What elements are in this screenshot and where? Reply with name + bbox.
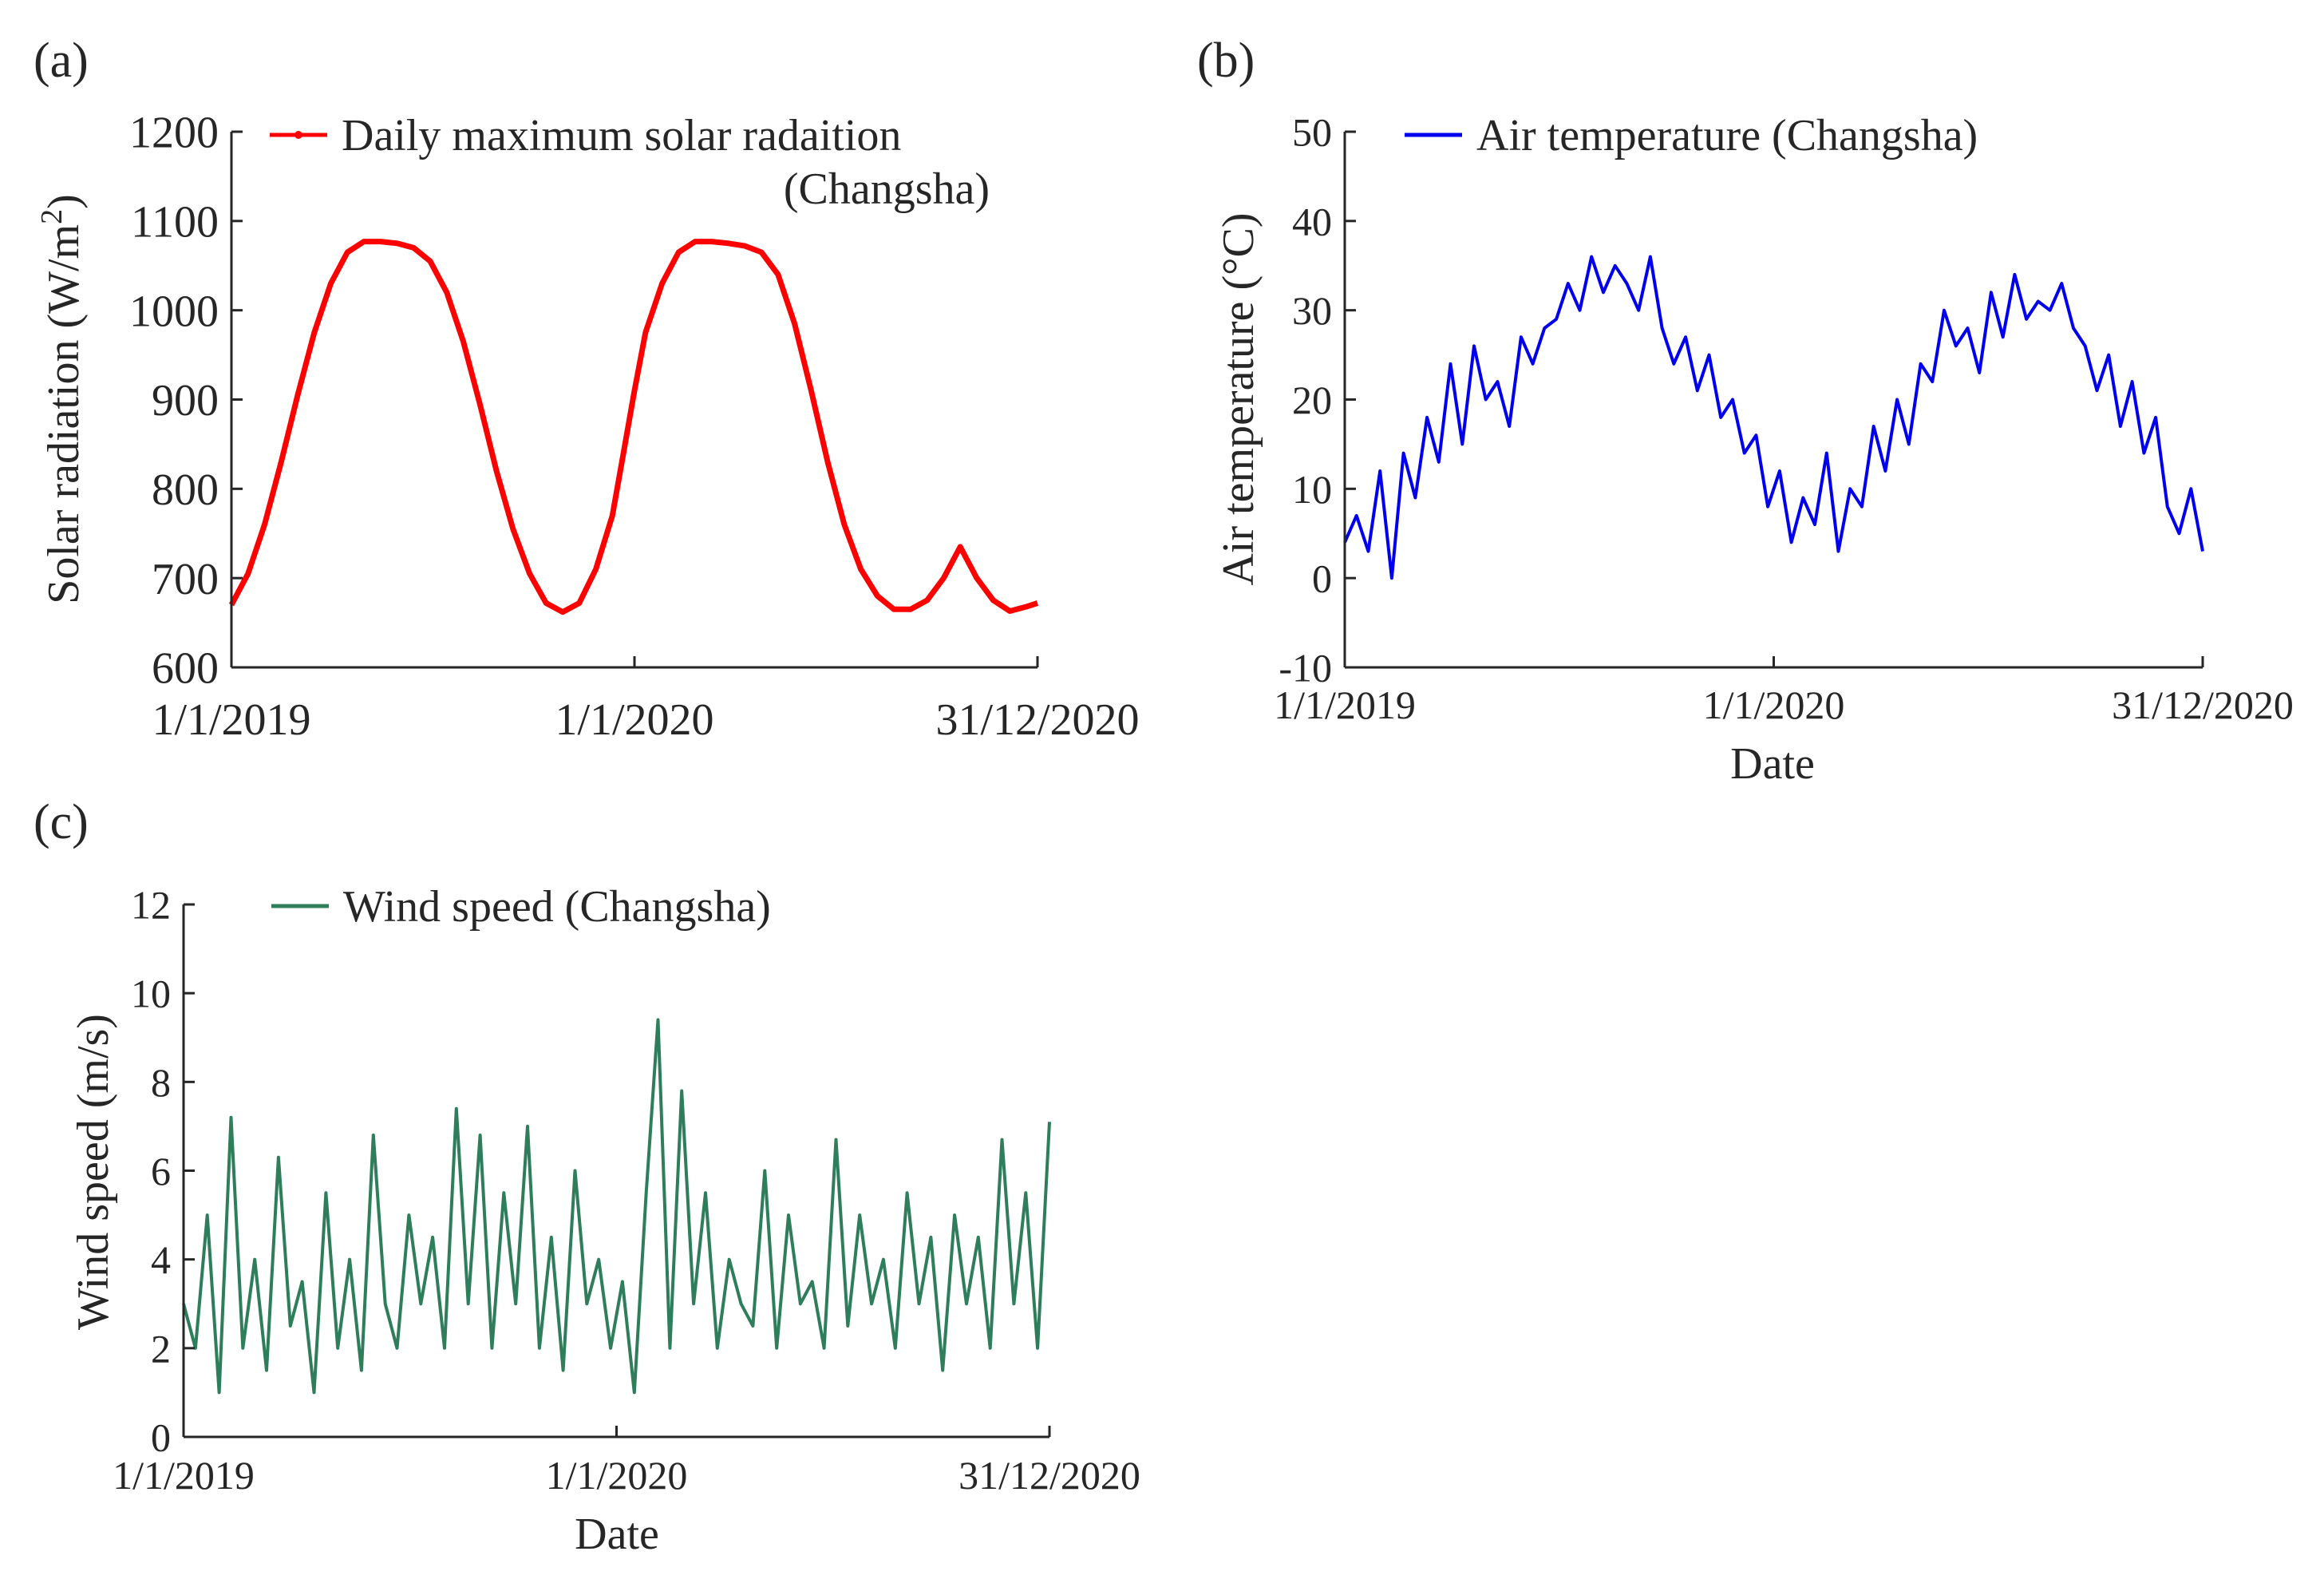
panel-c-x-tick-label-0: 1/1/2019 [113, 1453, 255, 1498]
legend-a-label: Daily maximum solar radaition [342, 111, 901, 160]
panel-b-label: (b) [1197, 34, 1255, 88]
panel-c-y-axis-title: Wind speed (m/s) [69, 1014, 118, 1330]
panel-a-plot: 600 700 800 900 1000 1100 1200 1/1/2019 1/1/2020… [129, 109, 1140, 745]
panel-a-y-axis-title: Solar radiation (W/m2) [35, 194, 89, 604]
legend-a-label-line2: (Changsha) [784, 164, 990, 214]
panel-a-y-tick-label-1: 700 [152, 555, 219, 604]
panel-b-x-tick-label-1: 1/1/2020 [1703, 683, 1845, 727]
panel-a-y-tick-label-6: 1200 [129, 109, 219, 158]
panel-b-x-tick-label-0: 1/1/2019 [1274, 683, 1416, 727]
panel-a-label: (a) [34, 34, 89, 88]
panel-b-x-tick-label-2: 31/12/2020 [2112, 683, 2294, 727]
panel-a-y-tick-label-0: 600 [152, 644, 219, 694]
panel-a: (a) Solar radiation (W/m2) 600 700 800 900 1… [34, 34, 1140, 745]
panel-c-legend: Wind speed (Changsha) [271, 882, 771, 932]
panel-c-y-tick-label-1: 2 [151, 1326, 171, 1371]
panel-c-y-tick-label-2: 4 [151, 1237, 171, 1282]
panel-a-y-tick-label-5: 1100 [131, 197, 219, 247]
panel-b-y-tick-label-4: 30 [1292, 288, 1332, 333]
panel-b-x-axis-title: Date [1730, 739, 1815, 789]
panel-a-y-tick-label-3: 900 [152, 376, 219, 425]
panel-a-x-tick-label-0: 1/1/2019 [152, 695, 310, 745]
panel-b-y-axis-title: Air temperature (°C) [1214, 212, 1263, 585]
panel-c-x-tick-label-1: 1/1/2020 [546, 1453, 688, 1498]
panel-c-plot: 0 2 4 6 8 10 12 1/1/2019 1/1/2020 31/12/2020 [113, 883, 1140, 1498]
panel-b-y-tick-label-0: -10 [1279, 646, 1332, 691]
panel-b-plot: -10 0 10 20 30 40 50 1/1/2019 1/1/2020 31/12/2020 [1274, 110, 2294, 728]
panel-b-y-tick-label-1: 0 [1312, 556, 1332, 601]
panel-b-y-tick-label-6: 50 [1292, 110, 1332, 155]
panel-b-y-tick-label-3: 20 [1292, 378, 1332, 422]
panel-b-y-tick-label-5: 40 [1292, 199, 1332, 243]
panel-c-y-tick-label-0: 0 [151, 1415, 171, 1460]
panel-c-series-0-line [182, 1018, 1051, 1395]
panel-c-x-axis-title: Date [575, 1510, 659, 1559]
panel-a-y-tick-label-4: 1000 [129, 287, 219, 336]
legend-b-label: Air temperature (Changsha) [1476, 111, 1978, 160]
panel-c-x-tick-label-2: 31/12/2020 [958, 1453, 1140, 1498]
panel-a-legend: Daily maximum solar radaition (Changsha) [270, 111, 990, 214]
legend-c-label: Wind speed (Changsha) [343, 882, 771, 932]
panel-b-series-0-line [1343, 255, 2204, 580]
panel-b: (b) Air temperature (°C) Date -10 0 10 20 30… [1197, 34, 2294, 789]
panel-b-y-tick-label-2: 10 [1292, 467, 1332, 512]
panel-c-y-tick-label-4: 8 [151, 1060, 171, 1105]
panel-c: (c) Wind speed (m/s) Date 0 2 4 6 8 10 12 1/1/2… [34, 795, 1140, 1559]
panel-a-x-tick-label-1: 1/1/2020 [555, 695, 713, 745]
panel-b-legend: Air temperature (Changsha) [1405, 111, 1978, 160]
panel-c-y-tick-label-5: 10 [131, 972, 171, 1016]
panel-a-series-0-line [228, 239, 1039, 615]
panel-c-y-tick-label-3: 6 [151, 1149, 171, 1193]
panel-a-y-tick-label-2: 800 [152, 465, 219, 515]
legend-a-marker [294, 131, 302, 139]
panel-c-y-tick-label-6: 12 [131, 883, 171, 928]
panel-c-label: (c) [34, 795, 89, 849]
panel-a-x-tick-label-2: 31/12/2020 [935, 695, 1139, 745]
